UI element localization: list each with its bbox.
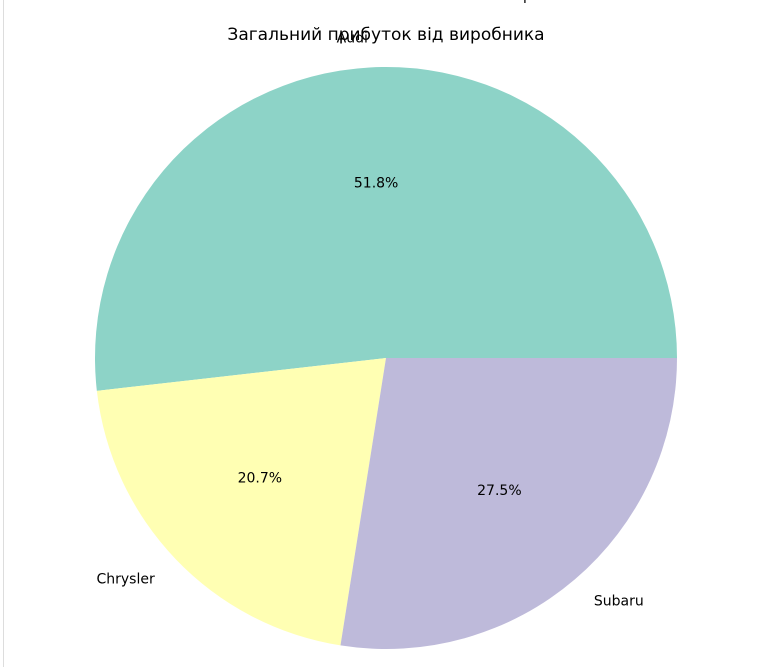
pie-slice xyxy=(340,358,677,649)
slice-label: Chrysler xyxy=(96,571,154,587)
value-label: 51.8% xyxy=(354,176,398,192)
pie-slice xyxy=(95,67,678,391)
slice-label: Subaru xyxy=(594,593,644,609)
value-label: 27.5% xyxy=(477,483,521,499)
pie-slice xyxy=(96,358,387,646)
value-label: 20.7% xyxy=(238,471,282,487)
slice-label: Audi xyxy=(337,30,368,46)
legend-title: Виробник xyxy=(504,0,576,4)
chart-title: Загальний прибуток від виробника xyxy=(227,25,544,45)
